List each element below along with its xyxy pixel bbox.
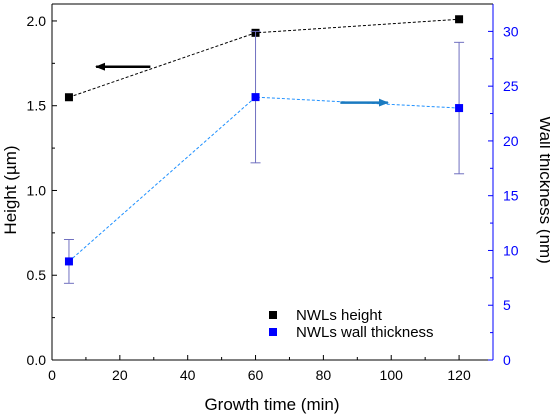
- x-tick-label: 80: [316, 367, 332, 383]
- x-tick-label: 20: [112, 367, 128, 383]
- left-y-tick-label: 2.0: [27, 13, 47, 29]
- data-point: [64, 257, 73, 266]
- right-y-tick-label: 0: [503, 352, 511, 368]
- axes: 0 20 40 60 80 100 120 0.0 0.5 1.0 1.5 2.0 0 5 10 15 20 25…: [27, 3, 519, 383]
- right-y-tick-label: 15: [503, 188, 519, 204]
- x-tick-label: 40: [180, 367, 196, 383]
- legend: NWLs height NWLs wall thickness: [269, 307, 434, 341]
- series-line-0: [68, 18, 460, 98]
- legend-label-height: NWLs height: [296, 307, 383, 324]
- x-tick-label: 120: [447, 367, 471, 383]
- legend-marker-height: [269, 311, 277, 319]
- right-y-tick-label: 5: [503, 297, 511, 313]
- left-y-tick-label: 1.0: [27, 182, 47, 198]
- x-tick-label: 100: [380, 367, 404, 383]
- x-axis-title: Growth time (min): [204, 395, 339, 414]
- left-y-tick-label: 0.5: [27, 267, 47, 283]
- x-tick-label: 60: [248, 367, 264, 383]
- data-point: [455, 104, 464, 113]
- data-point: [64, 93, 73, 102]
- right-y-tick-label: 30: [503, 23, 519, 39]
- right-y-tick-label: 10: [503, 242, 519, 258]
- right-y-axis-title: Wall thickness (nm): [536, 116, 550, 264]
- left-y-axis-title: Height (µm): [1, 145, 20, 234]
- data-point: [251, 93, 260, 102]
- left-y-tick-label: 1.5: [27, 98, 47, 114]
- right-y-tick-label: 20: [503, 133, 519, 149]
- data-point: [455, 15, 464, 24]
- legend-marker-wall-thickness: [269, 328, 277, 336]
- plot-area: [63, 15, 465, 284]
- left-y-tick-label: 0.0: [27, 352, 47, 368]
- right-y-tick-label: 25: [503, 78, 519, 94]
- series-line-1: [68, 96, 460, 262]
- x-tick-label: 0: [48, 367, 56, 383]
- legend-label-wall-thickness: NWLs wall thickness: [296, 324, 434, 341]
